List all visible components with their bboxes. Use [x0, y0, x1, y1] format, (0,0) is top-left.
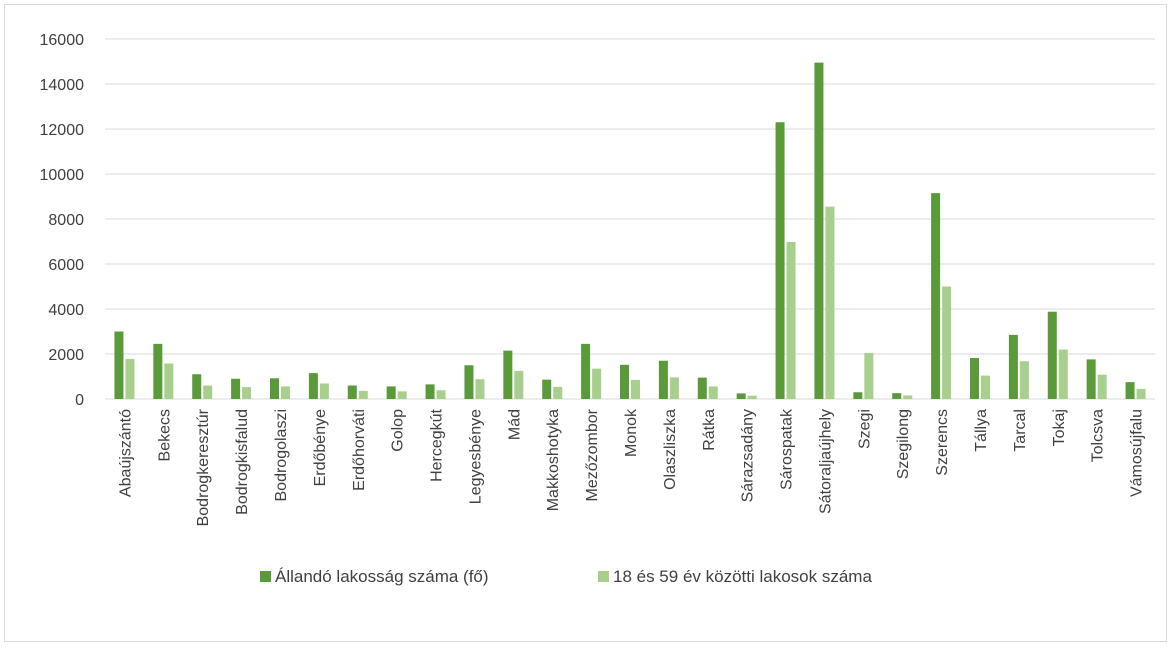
bar-total-population [425, 384, 435, 399]
bar-age-18-59 [242, 387, 252, 399]
bar-age-18-59 [281, 386, 290, 399]
x-tick-label: Vámosújfalu [1129, 409, 1146, 497]
x-tick-label: Szegilong [895, 409, 912, 479]
x-tick-label: Bekecs [156, 409, 173, 461]
bar-total-population [192, 374, 202, 399]
bar-total-population [620, 364, 629, 399]
bar-age-18-59 [786, 241, 796, 399]
bar-age-18-59 [1097, 374, 1107, 399]
y-tick-label: 16000 [40, 32, 85, 49]
x-tick-label: Szegi [856, 409, 873, 449]
bar-age-18-59 [1136, 388, 1146, 399]
legend-label: 18 és 59 év közötti lakosok száma [613, 567, 872, 586]
bar-age-18-59 [981, 375, 990, 399]
bar-age-18-59 [747, 395, 757, 399]
bar-age-18-59 [669, 377, 679, 399]
x-tick-label: Szerencs [934, 409, 951, 476]
bar-age-18-59 [903, 395, 913, 399]
bar-age-18-59 [942, 286, 952, 399]
bar-total-population [542, 379, 552, 399]
bar-age-18-59 [319, 383, 329, 399]
bar-total-population [231, 378, 241, 399]
y-tick-label: 12000 [40, 122, 85, 139]
bar-age-18-59 [203, 385, 213, 399]
bar-total-population [503, 350, 513, 399]
bar-age-18-59 [708, 386, 718, 399]
bar-total-population [308, 373, 318, 399]
x-tick-label: Bodrogkisfalud [234, 409, 251, 515]
chart-frame [4, 4, 1167, 642]
x-tick-label: Golop [390, 409, 407, 452]
bar-age-18-59 [864, 352, 874, 399]
x-tick-label: Tarcal [1012, 409, 1029, 452]
bar-total-population [347, 385, 357, 399]
x-tick-label: Erdőbénye [312, 409, 329, 486]
bar-total-population [658, 360, 668, 399]
bar-age-18-59 [397, 391, 407, 399]
x-tick-label: Sárazsadány [740, 409, 757, 502]
bar-total-population [153, 343, 163, 399]
y-tick-label: 8000 [48, 212, 84, 229]
bar-total-population [114, 331, 124, 399]
x-tick-label: Sátoraljaújhely [817, 409, 834, 514]
x-tick-label: Monok [623, 408, 640, 457]
bar-total-population [970, 358, 979, 399]
x-tick-label: Bodrogolaszi [273, 409, 290, 502]
bar-total-population [892, 393, 902, 399]
x-tick-label: Tokaj [1051, 409, 1068, 446]
bar-age-18-59 [125, 358, 135, 399]
x-tick-label: Erdőhorváti [351, 409, 368, 491]
y-tick-label: 14000 [40, 77, 85, 94]
y-tick-label: 6000 [48, 257, 84, 274]
x-tick-label: Tállya [973, 409, 990, 452]
bar-age-18-59 [631, 379, 640, 399]
bar-total-population [853, 392, 863, 399]
y-tick-label: 4000 [48, 302, 84, 319]
x-tick-label: Rátka [701, 409, 718, 451]
bar-age-18-59 [358, 390, 368, 399]
bar-age-18-59 [475, 379, 485, 399]
x-tick-label: Hercegkút [429, 408, 446, 481]
bar-age-18-59 [1019, 361, 1029, 399]
y-tick-label: 10000 [40, 167, 85, 184]
legend-swatch [260, 571, 271, 582]
x-tick-label: Bodrogkeresztúr [195, 408, 212, 526]
x-tick-label: Tolcsva [1090, 409, 1107, 462]
bar-age-18-59 [1058, 349, 1068, 399]
y-tick-label: 2000 [48, 347, 84, 364]
bar-total-population [775, 122, 785, 399]
x-tick-label: Sárospatak [779, 408, 796, 490]
y-tick-label: 0 [75, 392, 84, 409]
x-tick-label: Legyesbénye [467, 409, 484, 504]
x-tick-label: Mezőzombor [584, 408, 601, 501]
bar-total-population [736, 393, 746, 399]
bar-total-population [697, 377, 707, 399]
bar-total-population [1125, 382, 1135, 399]
bar-total-population [464, 365, 474, 399]
bar-age-18-59 [514, 370, 524, 399]
bar-age-18-59 [553, 386, 563, 399]
legend-swatch [598, 571, 609, 582]
bar-total-population [1047, 311, 1057, 399]
bar-total-population [386, 386, 396, 399]
bar-age-18-59 [592, 368, 602, 399]
bar-total-population [1086, 359, 1096, 399]
x-tick-label: Olaszliszka [662, 409, 679, 490]
x-tick-label: Makkoshotyka [545, 409, 562, 511]
bar-total-population [931, 193, 941, 399]
x-tick-label: Mád [506, 409, 523, 440]
bar-total-population [1008, 334, 1018, 399]
legend-label: Állandó lakosság száma (fő) [275, 567, 489, 586]
bar-age-18-59 [436, 390, 446, 399]
x-tick-label: Abaújszántó [117, 409, 134, 497]
bar-age-18-59 [164, 363, 174, 399]
bar-age-18-59 [825, 206, 835, 399]
bar-total-population [270, 378, 279, 399]
bar-total-population [581, 343, 591, 399]
bar-total-population [814, 62, 824, 399]
